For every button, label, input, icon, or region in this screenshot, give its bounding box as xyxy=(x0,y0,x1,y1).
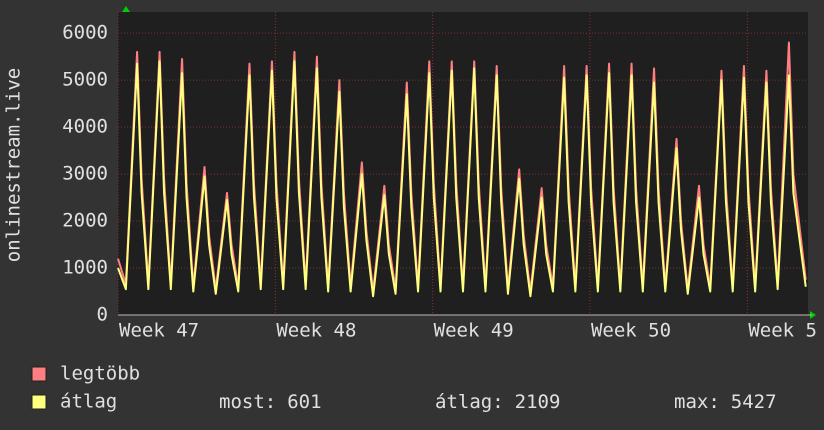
stat-value: 5427 xyxy=(731,391,777,413)
x-arrow xyxy=(810,311,816,319)
stat-label: átlag: xyxy=(435,391,504,413)
y-tick-label: 6000 xyxy=(62,22,108,44)
y-tick-label: 4000 xyxy=(62,116,108,138)
y-tick-label: 1000 xyxy=(62,257,108,279)
y-arrow xyxy=(122,6,130,12)
y-tick-label: 5000 xyxy=(62,69,108,91)
x-tick-label: Week 47 xyxy=(119,320,199,342)
x-tick-label: Week 48 xyxy=(276,320,356,342)
x-tick-label: Week 50 xyxy=(591,320,671,342)
legend-swatch xyxy=(31,394,47,410)
stat: max: 5427 xyxy=(674,391,777,413)
legend-label: legtöbb xyxy=(60,363,140,385)
stat-label: most: xyxy=(219,391,276,413)
y-tick-label: 2000 xyxy=(62,210,108,232)
stat-value: 2109 xyxy=(515,391,561,413)
y-axis-label: onlinestream.live xyxy=(3,68,25,262)
y-tick-label: 3000 xyxy=(62,163,108,185)
stat: most: 601 xyxy=(219,391,322,413)
legend-swatch xyxy=(31,366,47,382)
legend: legtöbb átlag xyxy=(31,363,140,413)
x-tick-label: Week 5 xyxy=(748,320,817,342)
stat: átlag: 2109 xyxy=(435,391,560,413)
legend-label: átlag xyxy=(60,391,117,413)
stat-label: max: xyxy=(674,391,720,413)
stat-value: 601 xyxy=(287,391,321,413)
x-tick-label: Week 49 xyxy=(434,320,514,342)
series-line xyxy=(117,60,807,298)
y-tick-label: 0 xyxy=(97,304,108,326)
